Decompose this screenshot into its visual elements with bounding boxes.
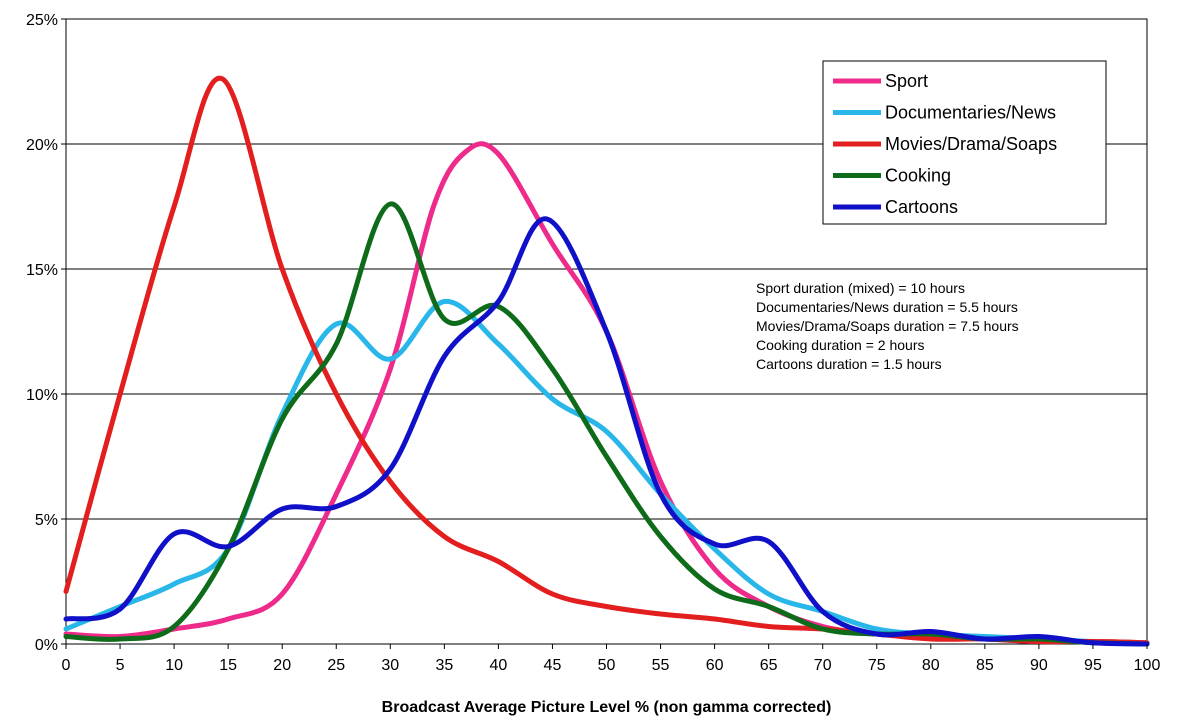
x-tick-label: 25 [327,657,345,674]
x-tick-label: 60 [706,657,724,674]
x-axis-label: Broadcast Average Picture Level % (non g… [382,699,832,716]
y-tick-label: 0% [35,637,58,654]
x-tick-label: 50 [598,657,616,674]
x-tick-label: 100 [1134,657,1161,674]
x-tick-label: 20 [273,657,291,674]
x-tick-label: 45 [544,657,562,674]
x-tick-label: 85 [976,657,994,674]
legend-label-documentaries-news: Documentaries/News [885,103,1056,123]
x-tick-label: 65 [760,657,778,674]
x-tick-label: 30 [381,657,399,674]
legend-label-sport: Sport [885,71,928,91]
x-tick-label: 5 [116,657,125,674]
series-line-movies-drama-soaps [63,75,1150,646]
y-tick-label: 25% [26,12,58,29]
x-tick-label: 80 [922,657,940,674]
legend: Sport Documentaries/News Movies/Drama/Soap… [822,60,1107,225]
x-tick-label: 15 [219,657,237,674]
y-tick-label: 10% [26,387,58,404]
y-tick-label: 20% [26,137,58,154]
x-tick-label: 35 [435,657,453,674]
annotation-line: Movies/Drama/Soaps duration = 7.5 hours [756,318,1019,334]
series-line-cartoons [63,216,1150,647]
y-tick-label: 5% [35,512,58,529]
x-tick-label: 90 [1030,657,1048,674]
legend-label-cooking: Cooking [885,166,951,186]
annotation-line: Cartoons duration = 1.5 hours [756,356,942,372]
x-tick-label: 10 [165,657,183,674]
x-axis-ticks: 0 5 10 15 20 25 30 35 40 45 50 55 60 65 70 75 80 85 90 95 10… [62,644,1161,674]
annotations: Sport duration (mixed) = 10 hours Documen… [756,280,1019,372]
x-tick-label: 40 [490,657,508,674]
legend-label-cartoons: Cartoons [885,197,958,217]
series-line-documentaries-news [63,298,1150,646]
annotation-line: Cooking duration = 2 hours [756,337,925,353]
x-tick-label: 95 [1084,657,1102,674]
y-tick-label: 15% [26,262,58,279]
legend-label-movies-drama-soaps: Movies/Drama/Soaps [885,134,1057,154]
annotation-line: Documentaries/News duration = 5.5 hours [756,299,1018,315]
x-tick-label: 75 [868,657,886,674]
series-line-cooking [63,201,1150,647]
annotation-line: Sport duration (mixed) = 10 hours [756,280,965,296]
y-axis-ticks: 0% 5% 10% 15% 20% 25% [26,12,66,654]
series-layer [63,75,1150,647]
x-tick-label: 70 [814,657,832,674]
x-tick-label: 0 [62,657,71,674]
x-tick-label: 55 [652,657,670,674]
